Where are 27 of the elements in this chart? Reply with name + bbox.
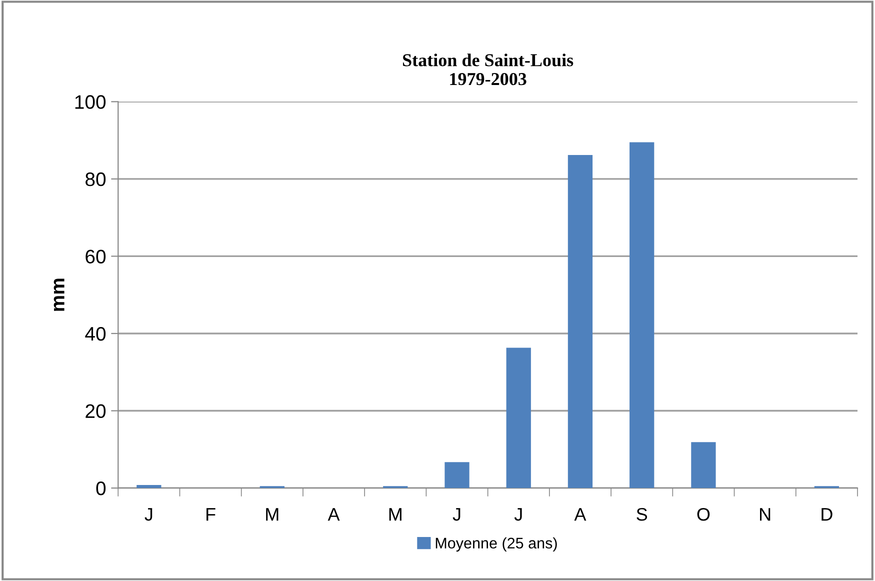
bar xyxy=(136,484,162,488)
x-tick-label: O xyxy=(697,508,710,521)
x-tick-label: J xyxy=(144,508,152,521)
y-tick-label: 60 xyxy=(86,250,106,264)
x-tick-label: F xyxy=(206,508,216,521)
x-tick-label: A xyxy=(574,508,586,521)
x-tick-label: S xyxy=(636,508,648,521)
y-tick-label: 0 xyxy=(96,482,106,496)
bar xyxy=(630,142,654,488)
bar xyxy=(444,462,470,488)
bar xyxy=(506,348,531,488)
x-tick-label: A xyxy=(328,508,340,521)
x-tick-label: N xyxy=(760,508,770,521)
y-tick-label: 40 xyxy=(85,326,106,341)
x-tick-label: J xyxy=(514,508,522,521)
y-tick-label: 100 xyxy=(75,95,106,109)
y-axis-title: mm xyxy=(54,278,64,311)
x-tick-label: J xyxy=(452,508,460,521)
bar xyxy=(568,154,593,488)
x-tick-label: D xyxy=(822,508,832,521)
chart-title: Station de Saint-Louis 1979-2003 xyxy=(402,54,574,86)
y-tick-label: 80 xyxy=(86,172,106,186)
x-tick-label: M xyxy=(266,508,278,521)
x-tick-label: M xyxy=(389,508,402,521)
bar xyxy=(691,442,716,488)
y-tick-label: 20 xyxy=(86,404,106,418)
legend-label: Moyenne (25 ans) xyxy=(436,537,557,552)
